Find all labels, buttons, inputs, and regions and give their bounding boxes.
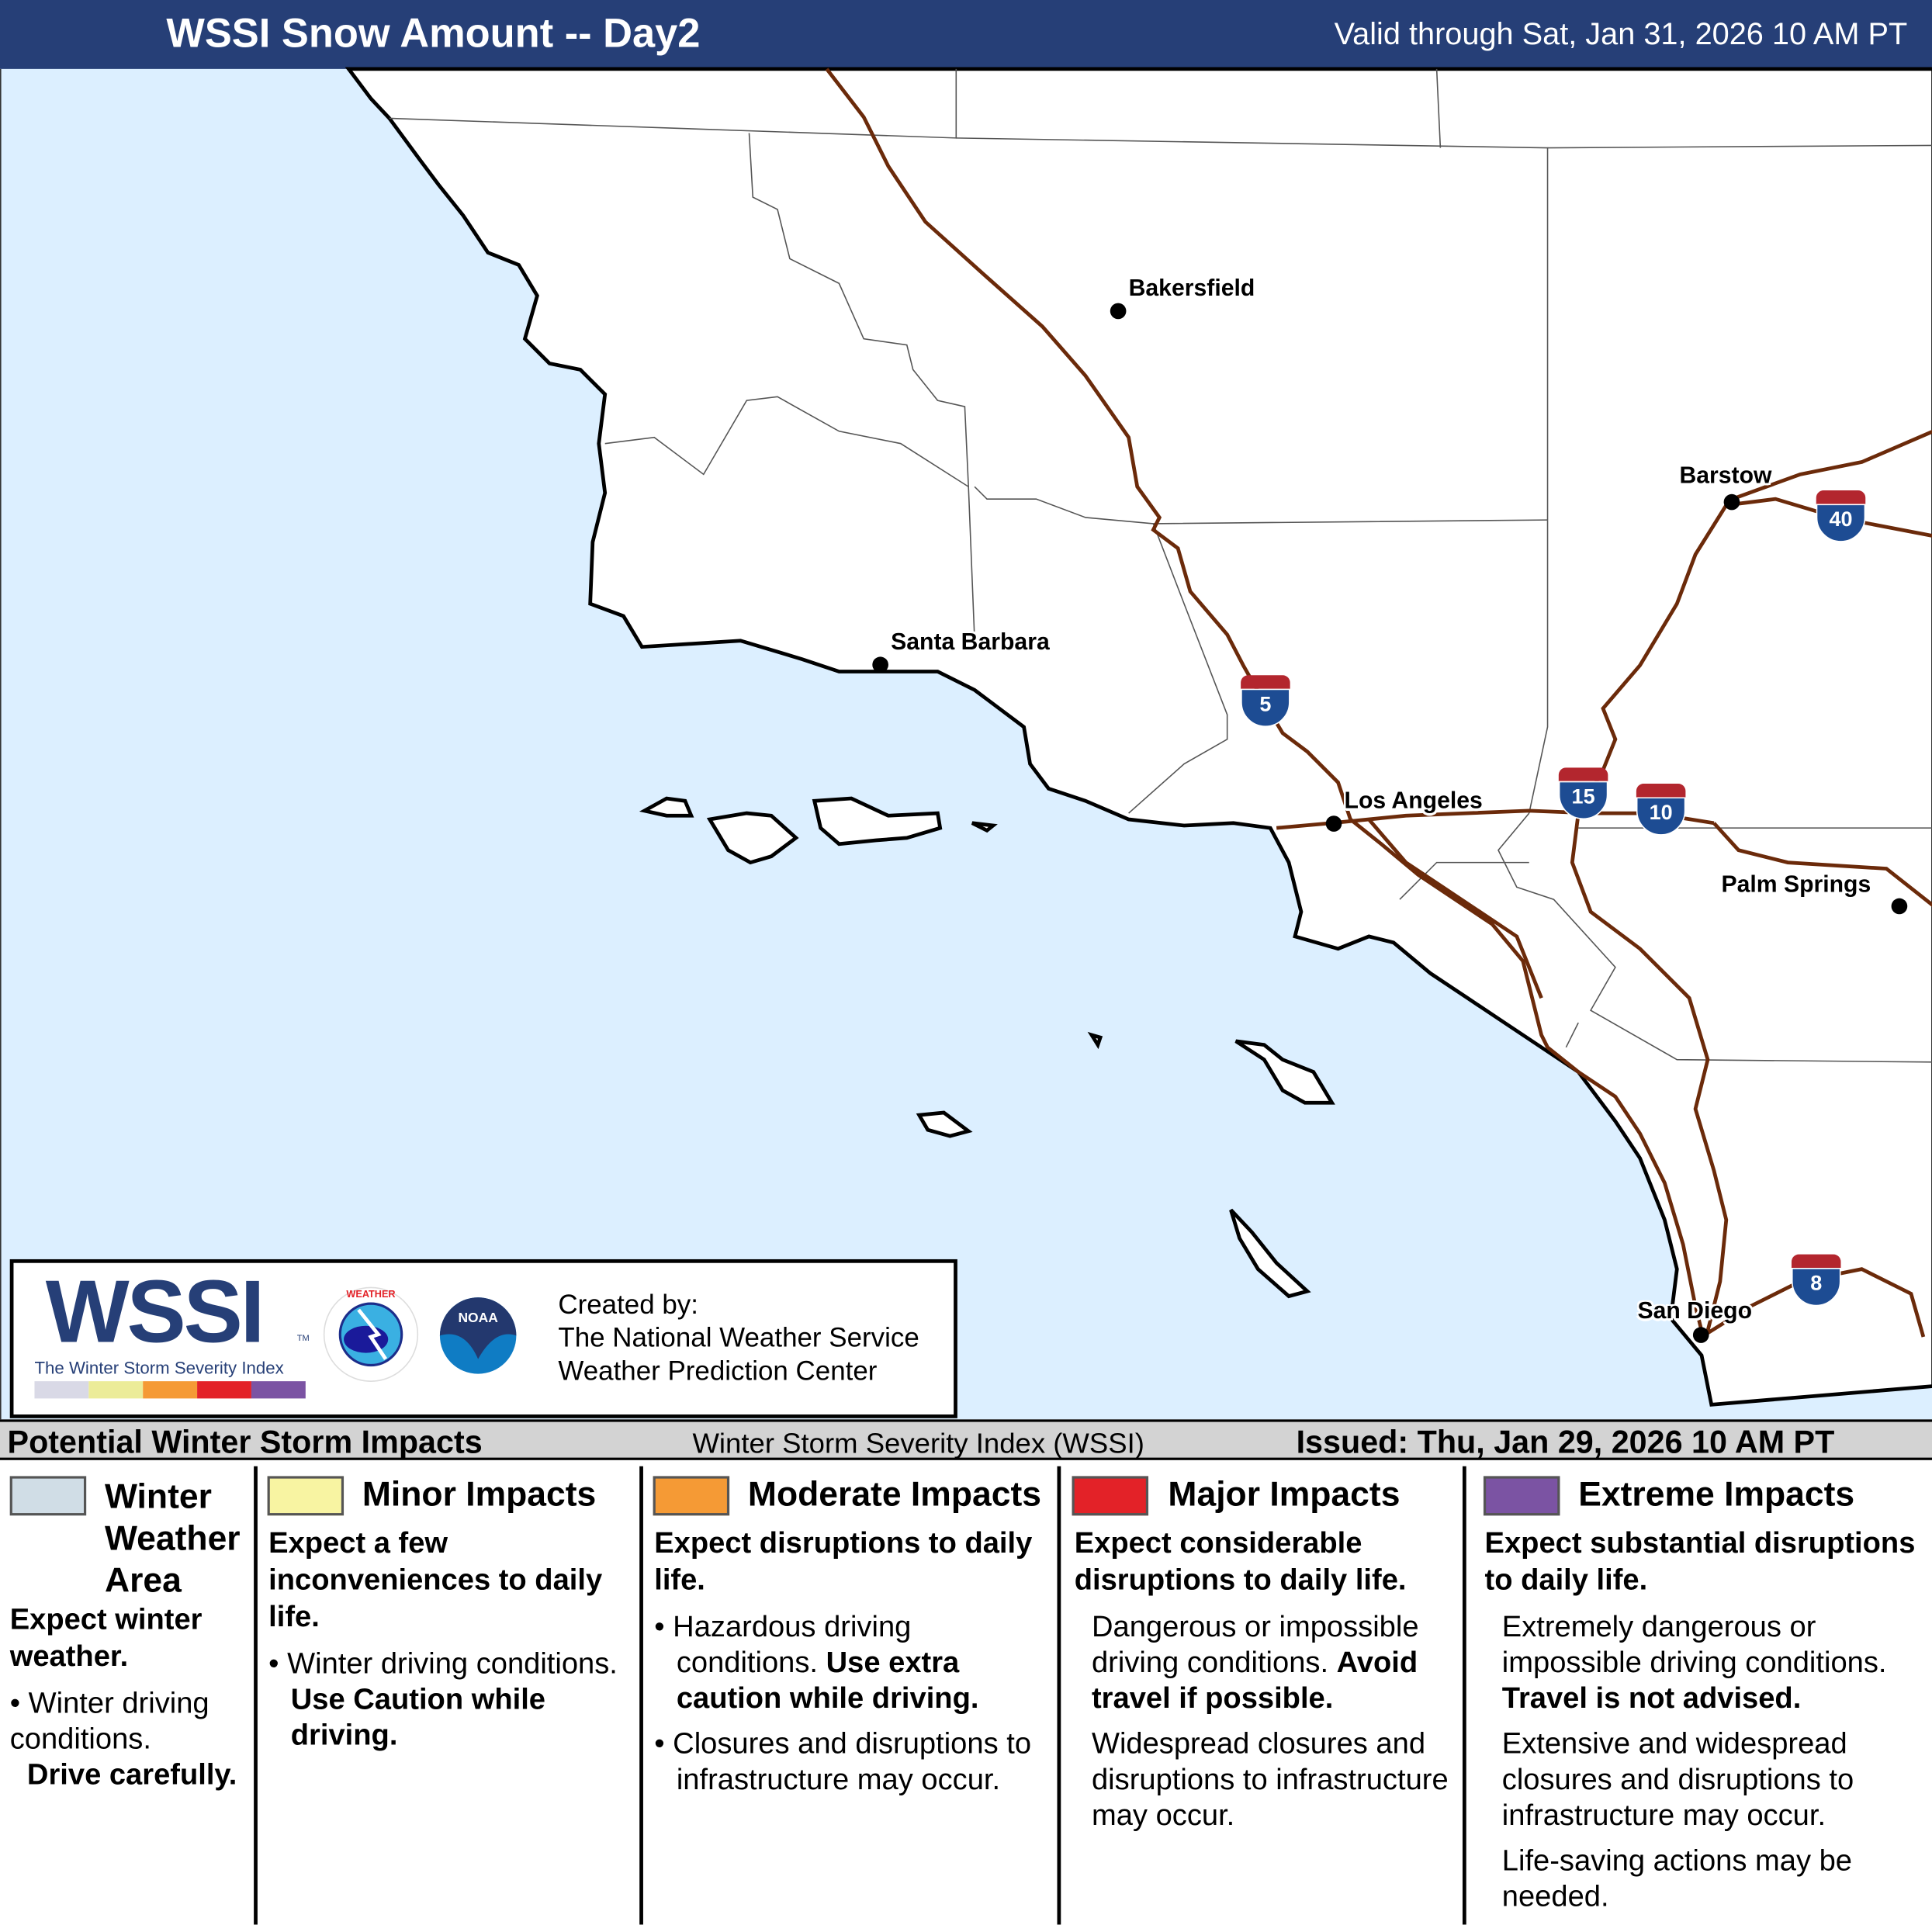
legend-detail: Life-saving actions may be needed. [1501,1844,1853,1914]
svg-text:NOAA: NOAA [458,1310,498,1325]
credits-box: WSSI TM The Winter Storm Severity Index … [9,1259,957,1418]
legend-winter-weather-area: Winter Weather Area Expect winter weathe… [0,1466,254,1932]
interstate-shield-10: 10 [1636,783,1686,836]
city-label-los-angeles: Los Angeles [1344,788,1483,815]
swatch-minor [267,1476,345,1516]
issued-time: Issued: Thu, Jan 29, 2026 10 AM PT [1296,1423,1835,1460]
interstate-shield-5: 5 [1241,675,1290,727]
legend-detail: Winter driving conditions. [9,1686,209,1756]
legend-text: Expect considerable disruptions to daily… [1075,1525,1459,1844]
legend-detail: Dangerous or impossible driving conditio… [1091,1610,1419,1680]
legend-summary: Expect disruptions to daily life. [654,1526,1033,1598]
svg-text:WEATHER: WEATHER [346,1289,395,1300]
legend-text: Expect substantial disruptions to daily … [1485,1525,1925,1925]
map-svg [345,67,1932,1407]
legend-minor-impacts: Minor Impacts Expect a few inconvenience… [261,1466,637,1932]
city-label-bakersfield: Bakersfield [1128,275,1255,303]
legend-detail: Winter driving conditions. [287,1647,618,1681]
legend-heading: Minor Impacts [362,1474,597,1514]
city-dot-santa-barbara [872,656,888,673]
org-wpc: Weather Prediction Center [558,1355,878,1387]
county-lines [389,68,1932,1063]
divider [639,1466,643,1925]
valid-time: Valid through Sat, Jan 31, 2026 10 AM PT [1334,17,1908,52]
legend-subtitle: Winter Storm Severity Index (WSSI) [692,1426,1144,1459]
islands [639,796,1335,1299]
divider [1462,1466,1466,1925]
wssi-color-scale [34,1381,306,1399]
map-area[interactable]: Bakersfield Barstow Santa Barbara Los An… [0,67,1932,1420]
legend-action: Drive carefully. [26,1758,237,1792]
city-label-santa-barbara: Santa Barbara [891,629,1050,656]
interstate-shield-40: 40 [1816,490,1866,542]
legend-action: Travel is not advised. [1501,1681,1802,1716]
legend-detail: Widespread closures and disruptions to i… [1091,1727,1449,1833]
legend-action: Use extra caution while driving. [676,1646,979,1716]
city-dot-barstow [1723,493,1740,511]
header-bar: WSSI Snow Amount -- Day2 Valid through S… [0,0,1932,69]
trademark: TM [296,1334,310,1343]
city-label-barstow: Barstow [1679,463,1772,490]
legend-detail: Hazardous driving conditions. [673,1610,912,1680]
divider [254,1466,258,1925]
interstate-shield-8: 8 [1791,1254,1841,1307]
legend-action: Use Caution while driving. [290,1683,546,1753]
city-dot-bakersfield [1110,303,1127,320]
swatch-winter-weather [9,1476,87,1516]
noaa-logo-icon: NOAA [428,1286,528,1385]
legend-text: Expect disruptions to daily life. • Haza… [654,1525,1048,1808]
created-by: Created by: The National Weather Service… [558,1287,919,1387]
city-dot-los-angeles [1325,815,1342,832]
legend-text: Expect winter weather. • Winter driving … [10,1601,251,1802]
legend-extreme-impacts: Extreme Impacts Expect substantial disru… [1469,1466,1927,1932]
legend-header-band: Potential Winter Storm Impacts Winter St… [0,1419,1932,1460]
interstate-shield-15: 15 [1558,767,1608,820]
legend-detail: Extensive and widespread closures and di… [1501,1727,1854,1833]
org-nws: The National Weather Service [558,1321,919,1353]
swatch-major [1072,1476,1149,1516]
legend-text: Expect a few inconveniences to daily lif… [268,1525,635,1763]
legend-title: Potential Winter Storm Impacts [7,1423,483,1460]
legend-heading: Major Impacts [1168,1474,1401,1514]
divider [1057,1466,1061,1925]
map-title: WSSI Snow Amount -- Day2 [166,9,701,56]
city-dot-san-diego [1692,1327,1709,1343]
wssi-subtitle: The Winter Storm Severity Index [34,1357,284,1378]
swatch-moderate [653,1476,730,1516]
city-dot-palm-springs [1891,898,1908,915]
legend-moderate-impacts: Moderate Impacts Expect disruptions to d… [647,1466,1054,1932]
legend-heading: Winter Weather Area [104,1477,241,1600]
legend-summary: Expect considerable disruptions to daily… [1074,1526,1407,1598]
legend-detail: Closures and disruptions to infrastructu… [673,1727,1032,1797]
land [345,67,1932,1407]
legend-summary: Expect winter weather. [9,1603,203,1674]
legend-major-impacts: Major Impacts Expect considerable disrup… [1065,1466,1461,1932]
legend-summary: Expect a few inconveniences to daily lif… [268,1526,603,1634]
legend-action: Avoid travel if possible. [1091,1646,1418,1716]
wssi-logo: WSSI [45,1262,265,1362]
city-label-san-diego: San Diego [1637,1298,1753,1325]
nws-logo-icon: WEATHER [323,1286,419,1382]
legend-summary: Expect substantial disruptions to daily … [1484,1526,1916,1598]
swatch-extreme [1483,1476,1560,1516]
city-label-palm-springs: Palm Springs [1721,872,1871,898]
legend-heading: Extreme Impacts [1578,1474,1855,1514]
legend-detail: Extremely dangerous or impossible drivin… [1501,1610,1887,1680]
created-by-label: Created by: [558,1289,698,1320]
legend-heading: Moderate Impacts [747,1474,1041,1514]
